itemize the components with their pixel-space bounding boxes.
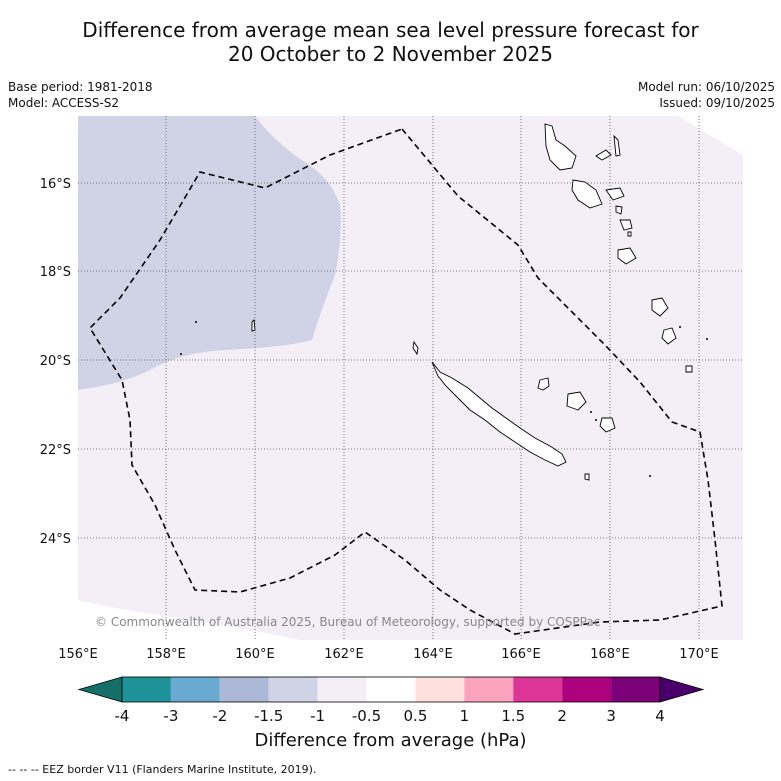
mare-island <box>599 417 616 433</box>
model-run: Model run: 06/10/2025 <box>637 80 775 94</box>
issued-date: Issued: 09/10/2025 <box>659 96 775 110</box>
colorbar-tick-label: -4 <box>115 707 130 725</box>
ambae-island <box>595 149 612 161</box>
base-period: Base period: 1981-2018 <box>8 80 153 94</box>
colorbar-tick-label: -3 <box>163 707 178 725</box>
small-island <box>584 473 590 481</box>
lifou-island <box>566 391 587 411</box>
lon-label-168e: 168°E <box>590 647 630 662</box>
colorbar-extend-high <box>659 676 705 703</box>
graticule <box>78 116 743 640</box>
eez-legend-note: -- -- -- EEZ border V11 (Flanders Marine… <box>8 763 317 776</box>
lon-labels: 156°E 158°E 160°E 162°E 164°E 166°E 168°… <box>58 647 719 662</box>
colorbar-tick-label: 1 <box>460 707 470 725</box>
lon-label-158e: 158°E <box>146 647 186 662</box>
shepherd-island <box>627 231 632 237</box>
colorbar-segment <box>122 677 171 702</box>
colorbar-tick-label: 3 <box>606 707 616 725</box>
rennell-island <box>251 319 256 332</box>
lat-label-20s: 20°S <box>40 354 71 369</box>
erromango-island <box>617 247 637 265</box>
neutral-region-bottom <box>78 600 300 640</box>
colorbar-segment <box>317 677 367 702</box>
colorbar-tick-label: -1 <box>310 707 325 725</box>
colorbar-segment <box>366 677 416 702</box>
tiny-islands <box>180 321 708 477</box>
colorbar-segment <box>415 677 465 702</box>
map-title: Difference from average mean sea level p… <box>0 18 781 66</box>
meta-left: Base period: 1981-2018 Model: ACCESS-S2 <box>8 79 153 111</box>
copyright-text: © Commonwealth of Australia 2025, Bureau… <box>95 615 600 629</box>
neutral-region-top-right <box>678 116 743 155</box>
epi-island <box>615 205 623 215</box>
malekula-island <box>571 179 603 209</box>
efate-island <box>619 219 633 231</box>
title-line-2: 20 October to 2 November 2025 <box>227 42 554 66</box>
colorbar-segment <box>562 677 612 702</box>
colorbar <box>77 676 705 703</box>
lon-label-160e: 160°E <box>235 647 275 662</box>
lat-labels: 16°S 18°S 20°S 22°S 24°S <box>40 177 71 547</box>
ambrym-island <box>605 187 625 201</box>
lon-label-166e: 166°E <box>501 647 541 662</box>
lat-label-22s: 22°S <box>40 443 71 458</box>
colorbar-segment <box>219 677 269 702</box>
map-area: © Commonwealth of Australia 2025, Bureau… <box>78 116 743 640</box>
belep-island <box>412 340 419 356</box>
colorbar-extend-low <box>77 676 123 703</box>
title-line-1: Difference from average mean sea level p… <box>82 18 699 42</box>
small-island-2 <box>685 365 693 373</box>
lon-label-164e: 164°E <box>413 647 453 662</box>
colorbar-tick-label: 1.5 <box>501 707 525 725</box>
aneityum-island <box>661 327 677 345</box>
coastlines <box>251 123 693 481</box>
colorbar-segment <box>464 677 514 702</box>
model-name: Model: ACCESS-S2 <box>8 96 120 110</box>
colorbar-tick-label: -0.5 <box>352 707 381 725</box>
lon-label-162e: 162°E <box>324 647 364 662</box>
pentecost-island <box>613 134 621 157</box>
lat-label-16s: 16°S <box>40 177 71 192</box>
espiritu-santo-island <box>544 123 577 171</box>
eez-border <box>88 128 723 635</box>
new-caledonia-island <box>431 361 567 467</box>
ouvea-island <box>537 377 550 391</box>
colorbar-labels: -4 -3 -2 -1.5 -1 -0.5 0.5 1 1.5 2 3 4 <box>115 707 665 725</box>
colorbar-segment <box>170 677 220 702</box>
colorbar-tick-label: -2 <box>212 707 227 725</box>
colorbar-segment <box>611 677 660 702</box>
colorbar-outline <box>121 676 661 703</box>
meta-right: Model run: 06/10/2025 Issued: 09/10/2025 <box>638 79 775 111</box>
colorbar-segment <box>513 677 563 702</box>
colorbar-tick-label: 0.5 <box>404 707 428 725</box>
negative-anomaly-region <box>78 116 341 390</box>
lon-label-156e: 156°E <box>58 647 98 662</box>
lat-label-18s: 18°S <box>40 265 71 280</box>
colorbar-tick-label: 4 <box>655 707 665 725</box>
lon-label-170e: 170°E <box>679 647 719 662</box>
lat-label-24s: 24°S <box>40 532 71 547</box>
tanna-island <box>651 297 669 317</box>
colorbar-tick-label: -1.5 <box>254 707 283 725</box>
colorbar-tick-label: 2 <box>557 707 567 725</box>
colorbar-title: Difference from average (hPa) <box>254 730 527 751</box>
colorbar-segment <box>268 677 318 702</box>
